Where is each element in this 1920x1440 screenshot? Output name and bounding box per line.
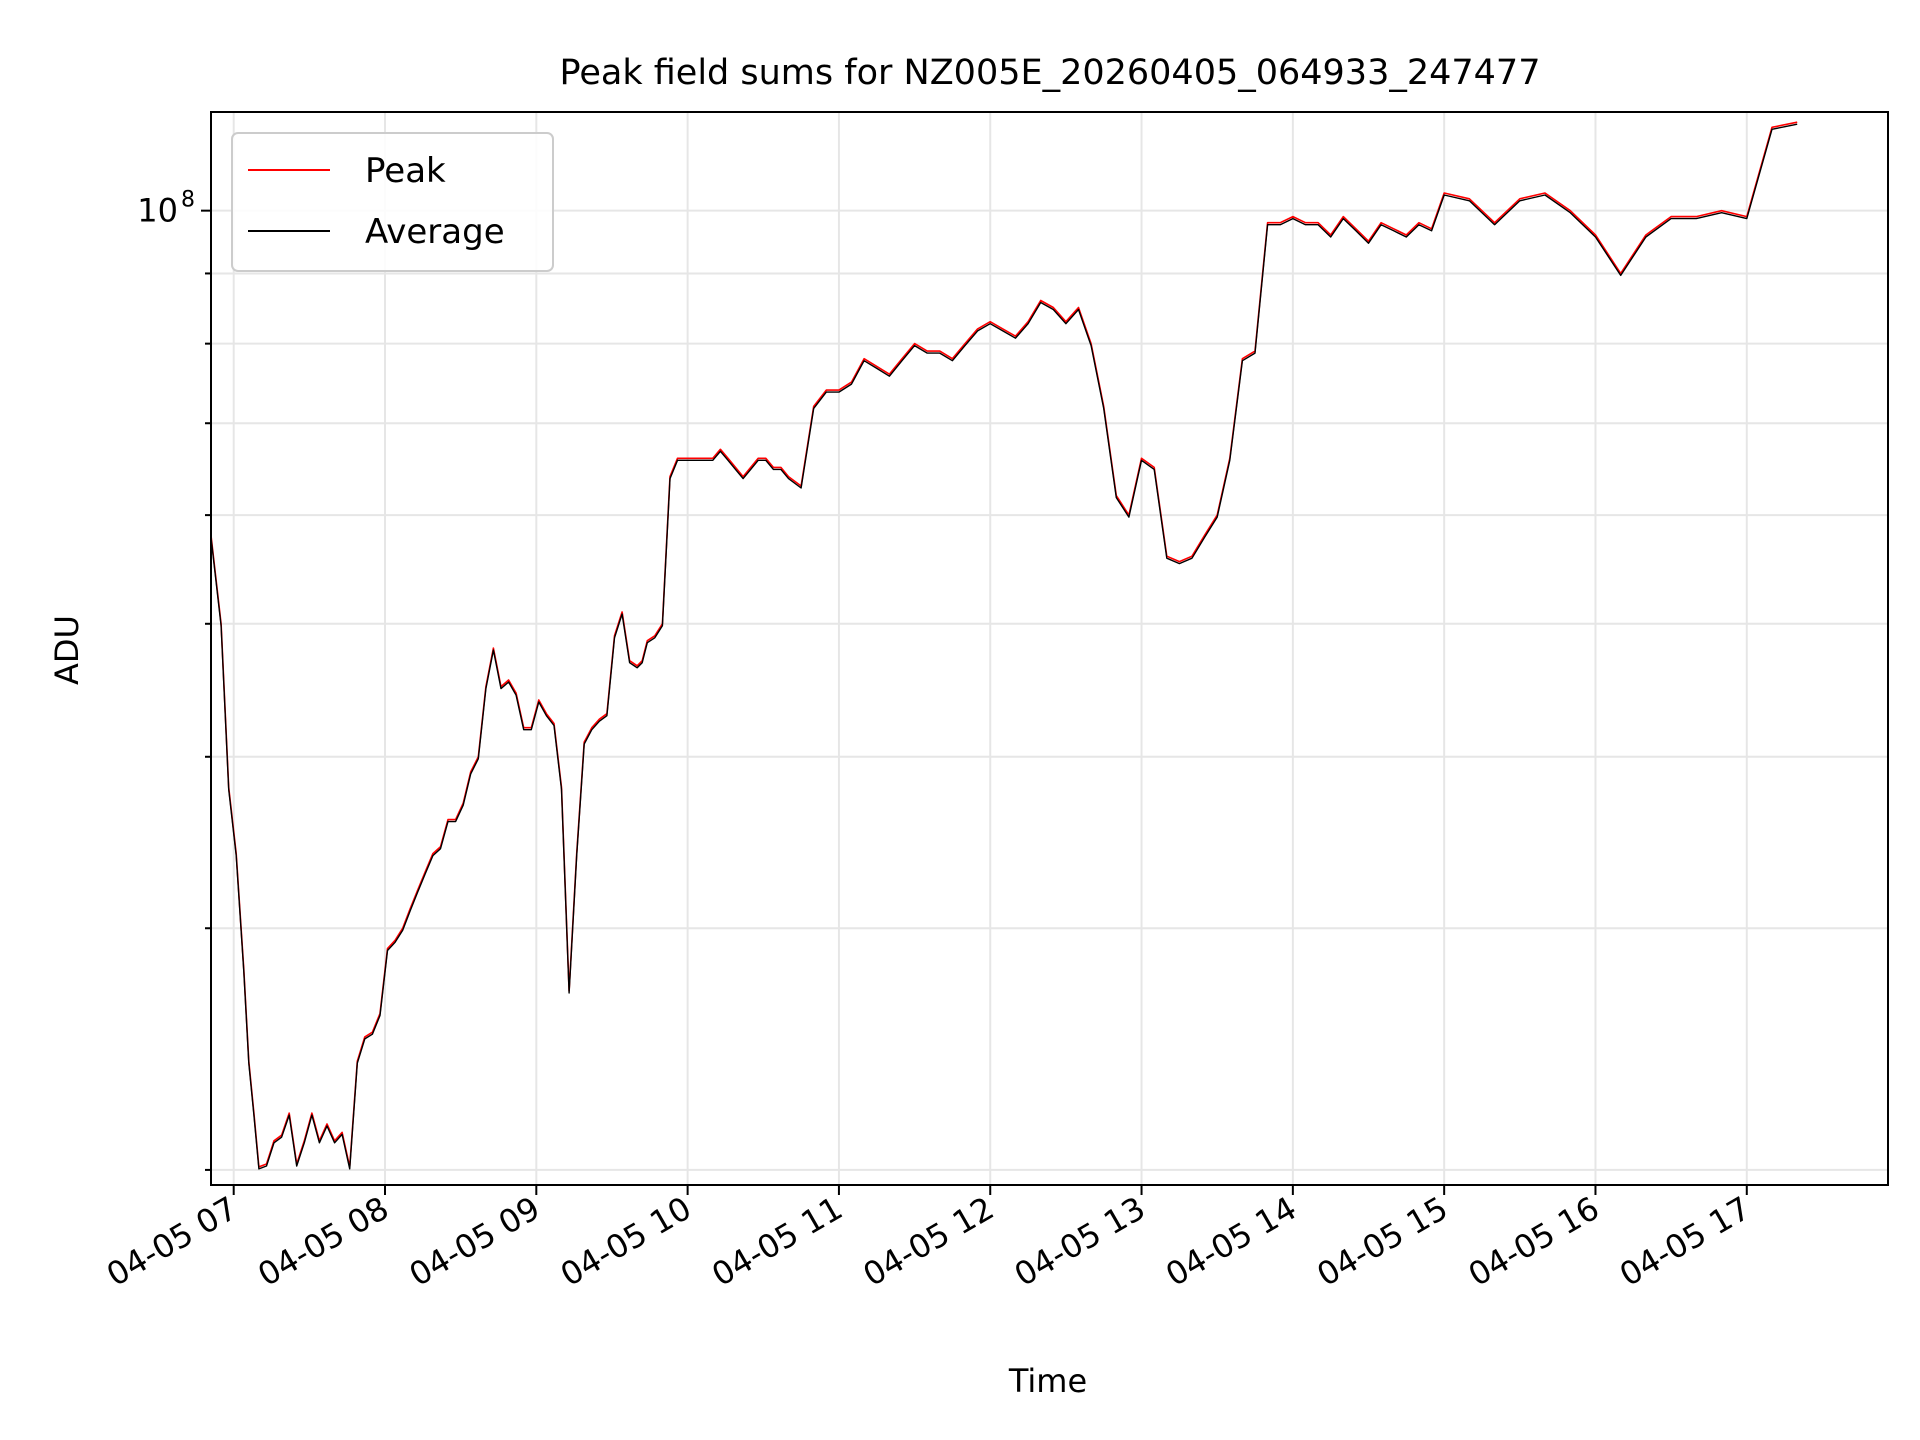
legend-box [231,132,554,272]
legend-average-label: Average [365,212,505,252]
y-tick-label-exponent: 8 [181,188,195,213]
y-axis: 10 8 [137,188,211,1171]
legend: Peak Average [231,132,554,272]
average-line [210,123,1798,1170]
chart-title: Peak field sums for NZ005E_20260405_0649… [560,53,1541,93]
legend-peak-label: Peak [365,151,446,191]
y-tick-label: 10 [137,192,178,230]
plot-lines [210,121,1798,1170]
plot-area-frame [210,111,1889,1186]
x-axis-label: Time [1008,1362,1087,1400]
y-axis-label: ADU [48,615,86,685]
